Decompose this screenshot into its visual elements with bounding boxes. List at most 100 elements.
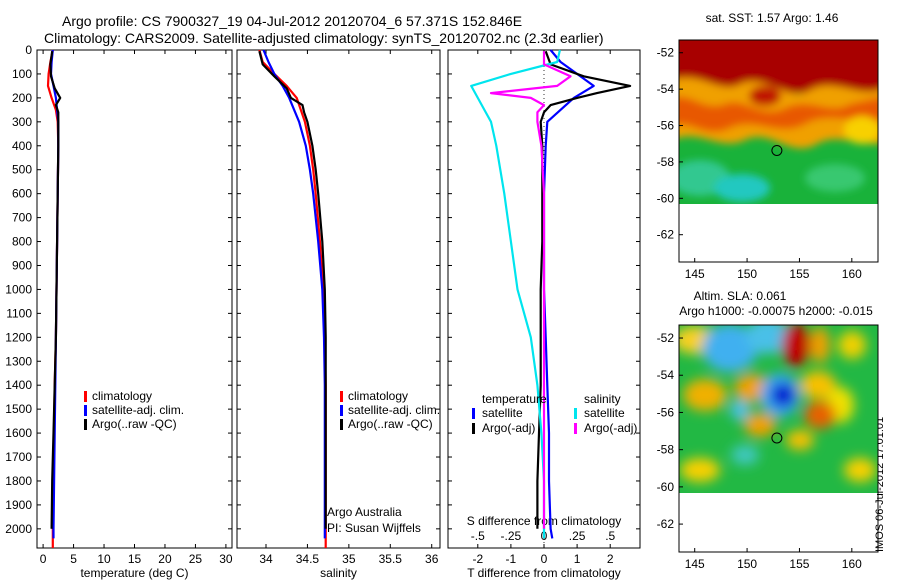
y-tick-label: 1700: [5, 450, 32, 464]
legend-swatch: [84, 391, 87, 402]
x-tick-label: 0: [541, 552, 548, 566]
legend-swatch: [574, 408, 577, 419]
x-tick-label: 30: [219, 552, 233, 566]
sst-cool-patch: [714, 174, 770, 202]
series-line: [258, 50, 327, 529]
x-tick-label: 5: [70, 552, 77, 566]
annotation-text: Argo Australia: [327, 505, 402, 519]
legend-label: Argo(-adj): [584, 421, 637, 435]
y-tick-label: 200: [12, 91, 32, 105]
map-y-tick-label: -52: [657, 46, 675, 60]
y-tick-label: 0: [25, 43, 32, 57]
panel-salinity: 34 34.5 35 35.5 36 salinity climatologysatelli…: [236, 49, 441, 580]
y-tick-label: 2000: [5, 522, 32, 536]
legend-swatch: [574, 423, 577, 434]
sla-eddy: [683, 379, 727, 411]
panel-differences: -2 -1 0 1 2T difference from climatology -.5 -…: [447, 49, 641, 580]
y-tick-label: 1800: [5, 474, 32, 488]
map-y-tick-label: -58: [657, 443, 675, 457]
map-y-tick-label: -58: [657, 155, 675, 169]
map-y-tick-label: -62: [657, 517, 675, 531]
map-y-tick-label: -62: [657, 228, 675, 242]
map-y-tick-label: -60: [657, 191, 675, 205]
map-x-tick-label: 155: [789, 557, 809, 571]
legend-swatch: [472, 408, 475, 419]
y-tick-label: 700: [12, 211, 32, 225]
x-tick-label: 20: [158, 552, 172, 566]
map-y-tick-label: -54: [657, 368, 675, 382]
sla-eddy: [771, 383, 795, 407]
sla-map-axes: 145 150 155 160 -52 -54 -56 -58 -60 -62 Altim. SLA…: [657, 289, 879, 571]
sla-eddy: [744, 413, 776, 437]
map-subtitle: Argo h1000: -0.00075 h2000: -0.015: [679, 304, 873, 318]
legend-swatch: [84, 419, 87, 430]
map-x-tick-label: 150: [737, 267, 757, 281]
map-y-tick-label: -60: [657, 480, 675, 494]
sla-eddy: [838, 331, 866, 359]
figure-title-line-2: Climatology: CARS2009. Satellite-adjuste…: [44, 30, 604, 46]
y-tick-label: 500: [12, 163, 32, 177]
y-tick-label: 400: [12, 139, 32, 153]
y-tick-label: 1000: [5, 282, 32, 296]
y-tick-label: 1300: [5, 354, 32, 368]
map-title: sat. SST: 1.57 Argo: 1.46: [706, 11, 839, 25]
sst-map-panel: [679, 40, 878, 262]
x-tick-label: 34.5: [296, 552, 320, 566]
legend-label: satellite-adj. clim.: [348, 403, 440, 417]
annotation-text: PI: Susan Wijffels: [327, 521, 421, 535]
legend-label: Argo(..raw -QC): [92, 417, 177, 431]
sst-no-data: [679, 204, 878, 262]
sla-eddy: [731, 445, 759, 465]
y-tick-label: 100: [12, 67, 32, 81]
float-position-marker: [771, 144, 783, 156]
sla-eddy: [730, 400, 750, 420]
legend-swatch: [340, 405, 343, 416]
series-line: [470, 49, 561, 539]
legend-label: climatology: [348, 389, 408, 403]
map-x-tick-label: 150: [737, 557, 757, 571]
series-line: [489, 51, 572, 529]
x-axis-label: T difference from climatology: [467, 566, 621, 580]
x-tick-label: 1: [574, 552, 581, 566]
sst-cool-patch: [805, 164, 865, 192]
map-x-tick-label: 160: [842, 557, 862, 571]
legend-group-title: temperature: [482, 392, 547, 406]
map-title: Altim. SLA: 0.061: [694, 289, 787, 303]
map-frame: [678, 324, 879, 553]
x-tick-label: 0: [40, 552, 47, 566]
sla-map-panel: [679, 325, 878, 553]
x-tick-label: 35: [342, 552, 356, 566]
legend-group-title: salinity: [584, 392, 621, 406]
sla-field-imagery: [679, 325, 876, 482]
legend-label: Argo(-adj): [482, 421, 535, 435]
x-tick-label: -1: [506, 552, 517, 566]
map-x-tick-label: 155: [789, 267, 809, 281]
sst-warm-patch: [844, 116, 878, 144]
y-tick-label: 1900: [5, 498, 32, 512]
y-tick-label: 600: [12, 187, 32, 201]
top-tick-label: -.25: [501, 529, 522, 543]
sla-eddy: [746, 325, 790, 354]
legend-swatch: [472, 423, 475, 434]
sla-eddy: [810, 327, 830, 363]
y-tick-label: 800: [12, 235, 32, 249]
x-tick-label: 36: [425, 552, 439, 566]
sla-no-data: [679, 493, 878, 553]
x-axis-label: salinity: [320, 566, 357, 580]
y-tick-label: 1500: [5, 402, 32, 416]
x-tick-label: 10: [97, 552, 111, 566]
float-position-marker: [771, 432, 783, 444]
sst-front-red: [679, 96, 878, 132]
map-x-tick-label: 160: [842, 267, 862, 281]
sla-eddy: [800, 371, 836, 399]
panel-frame: [36, 49, 233, 549]
legend-label: satellite-adj. clim.: [92, 403, 184, 417]
sla-eddy: [702, 325, 758, 372]
y-tick-label: 1600: [5, 426, 32, 440]
sla-eddy: [782, 325, 810, 367]
y-tick-label: 1200: [5, 330, 32, 344]
x-tick-label: 2: [607, 552, 614, 566]
legend-swatch: [340, 391, 343, 402]
y-tick-label: 1100: [6, 306, 32, 320]
figure-title-line-1: Argo profile: CS 7900327_19 04-Jul-2012 …: [62, 13, 523, 29]
